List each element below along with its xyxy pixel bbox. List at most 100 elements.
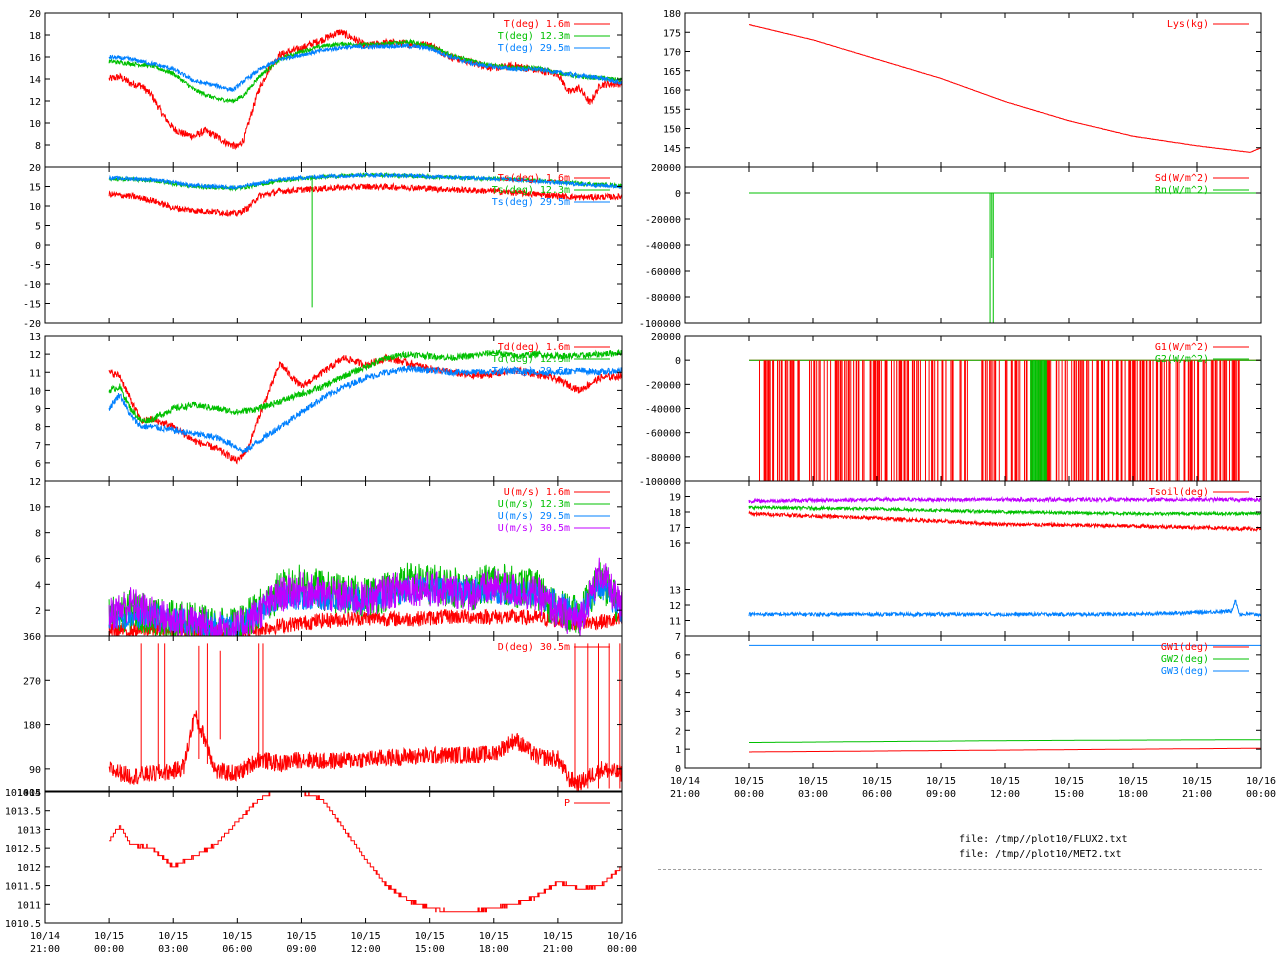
x-tick-label-right: 15:00 (1054, 789, 1084, 800)
y-tick-label-dewpoint: 8 (35, 423, 41, 434)
x-tick-label-right: 10/15 (1182, 776, 1212, 787)
x-tick-label-left: 15:00 (415, 944, 445, 955)
series-line-dewpoint-1 (108, 348, 622, 424)
x-tick-label-left: 10/15 (543, 931, 573, 942)
y-tick-label-surface-temp: 0 (35, 241, 41, 252)
y-tick-label-radiation: 20000 (651, 163, 681, 174)
y-tick-label-pressure: 1013 (17, 825, 41, 836)
x-tick-label-left: 10/15 (94, 931, 124, 942)
y-tick-label-surface-temp: -5 (29, 261, 41, 272)
x-tick-label-right: 10/15 (990, 776, 1020, 787)
x-tick-label-right: 10/15 (1118, 776, 1148, 787)
frame-pressure (44, 791, 623, 924)
frame-groundwater (684, 635, 1262, 769)
y-tick-label-surface-temp: 20 (29, 163, 41, 174)
y-tick-label-lys: 180 (663, 9, 681, 20)
panel-soil-temp: 11 12 13 16 17 18 19 Tsoil(deg) (669, 480, 1262, 637)
y-tick-label-radiation: -80000 (645, 293, 681, 304)
y-tick-label-soil-temp: 13 (669, 586, 681, 597)
y-tick-label-pressure: 1012 (17, 863, 41, 874)
legend-label-wind-speed-3: U(m/s) 30.5m (498, 523, 570, 534)
y-tick-label-radiation: -40000 (645, 241, 681, 252)
x-tick-label-right: 10/15 (734, 776, 764, 787)
y-tick-label-ground-heat: -40000 (645, 405, 681, 416)
x-tick-label-right: 21:00 (670, 789, 700, 800)
y-tick-label-wind-speed: 10 (29, 503, 41, 514)
legend-label-dewpoint-2: Td(deg) 29.5m (492, 366, 570, 377)
x-tick-label-left: 10/15 (351, 931, 381, 942)
series-line-groundwater-0 (749, 747, 1261, 753)
y-tick-label-wind-direction: 270 (23, 676, 41, 687)
y-tick-label-ground-heat: -60000 (645, 429, 681, 440)
y-tick-label-dewpoint: 13 (29, 332, 41, 343)
y-tick-label-groundwater: 2 (675, 726, 681, 737)
y-tick-label-lys: 175 (663, 28, 681, 39)
y-tick-label-soil-temp: 11 (669, 617, 681, 628)
x-tick-label-left: 00:00 (94, 944, 124, 955)
panel-wind-direction: 90 180 270 360 D(deg) 30.5m (23, 632, 623, 792)
x-tick-label-left: 09:00 (286, 944, 316, 955)
x-tick-label-left: 10/16 (607, 931, 637, 942)
series-line-soil-temp-0 (748, 510, 1261, 533)
y-tick-label-dewpoint: 10 (29, 386, 41, 397)
x-tick-label-right: 00:00 (734, 789, 764, 800)
y-tick-label-ground-heat: -20000 (645, 380, 681, 391)
frame-wind-direction (44, 635, 623, 792)
x-tick-label-right: 03:00 (798, 789, 828, 800)
legend-label-surface-temp-2: Ts(deg) 29.5m (492, 197, 570, 208)
y-tick-label-pressure: 1011 (17, 900, 41, 911)
y-tick-label-soil-temp: 12 (669, 601, 681, 612)
series-line-surface-temp-2 (108, 171, 622, 191)
y-tick-label-ground-heat: 20000 (651, 332, 681, 343)
y-tick-label-groundwater: 6 (675, 651, 681, 662)
y-tick-label-dewpoint: 12 (29, 350, 41, 361)
y-tick-label-ground-heat: 0 (675, 356, 681, 367)
legend-label-surface-temp-0: Ts(deg) 1.6m (498, 173, 570, 184)
legend-label-soil-temp-0: Tsoil(deg) (1149, 487, 1209, 498)
y-tick-label-wind-speed: 6 (35, 555, 41, 566)
y-tick-label-wind-direction: 180 (23, 721, 41, 732)
y-tick-label-air-temp: 20 (29, 9, 41, 20)
x-tick-label-right: 21:00 (1182, 789, 1212, 800)
y-tick-label-surface-temp: -20 (23, 319, 41, 330)
y-tick-label-air-temp: 14 (29, 75, 41, 86)
x-tick-label-right: 00:00 (1246, 789, 1276, 800)
y-tick-label-radiation: -60000 (645, 267, 681, 278)
x-tick-label-right: 06:00 (862, 789, 892, 800)
y-tick-label-pressure: 1013.5 (5, 807, 41, 818)
panel-lys: 145 150 155 160 165 170 175 180 Lys(kg) (663, 9, 1262, 168)
legend-label-ground-heat-1: G2(W/m^2) (1155, 354, 1209, 365)
y-tick-label-radiation: -20000 (645, 215, 681, 226)
y-tick-label-wind-speed: 12 (29, 477, 41, 488)
legend-label-wind-speed-1: U(m/s) 12.3m (498, 499, 570, 510)
y-tick-label-radiation: 0 (675, 189, 681, 200)
x-tick-label-left: 00:00 (607, 944, 637, 955)
x-tick-label-left: 06:00 (222, 944, 252, 955)
x-tick-label-right: 10/14 (670, 776, 700, 787)
y-tick-label-extra: 101405 (5, 788, 41, 799)
x-tick-label-right: 10/15 (798, 776, 828, 787)
x-tick-label-left: 18:00 (479, 944, 509, 955)
dense-spikes-green-ground-heat (1030, 360, 1048, 481)
x-tick-label-left: 10/15 (415, 931, 445, 942)
panel-pressure: 1010.5 1011 1011.5 1012 1012.5 1013 1013.5 1014… (5, 788, 623, 930)
y-tick-label-air-temp: 12 (29, 97, 41, 108)
y-tick-label-pressure: 1012.5 (5, 844, 41, 855)
y-tick-label-wind-direction: 360 (23, 632, 41, 643)
x-tick-label-left: 21:00 (30, 944, 60, 955)
y-tick-label-lys: 160 (663, 86, 681, 97)
panel-wind-speed: 2 4 6 8 10 12 U(m/s) 1.6mU(m/s) 12.3mU(m/s) 29… (29, 477, 623, 637)
legend-label-pressure-0: P (564, 798, 570, 809)
legend-label-radiation-1: Rn(W/m^2) (1155, 185, 1209, 196)
legend-label-wind-speed-0: U(m/s) 1.6m (504, 487, 570, 498)
y-tick-label-groundwater: 4 (675, 689, 681, 700)
x-tick-label-left: 10/15 (286, 931, 316, 942)
legend-label-wind-direction-0: D(deg) 30.5m (498, 642, 570, 653)
legend-label-dewpoint-1: Td(deg) 12.3m (492, 354, 570, 365)
series-line-surface-temp-0 (108, 181, 622, 217)
series-line-wind-speed-1 (108, 562, 622, 636)
y-tick-label-surface-temp: -15 (23, 300, 41, 311)
y-tick-label-ground-heat: -100000 (639, 477, 681, 488)
y-tick-label-air-temp: 8 (35, 141, 41, 152)
